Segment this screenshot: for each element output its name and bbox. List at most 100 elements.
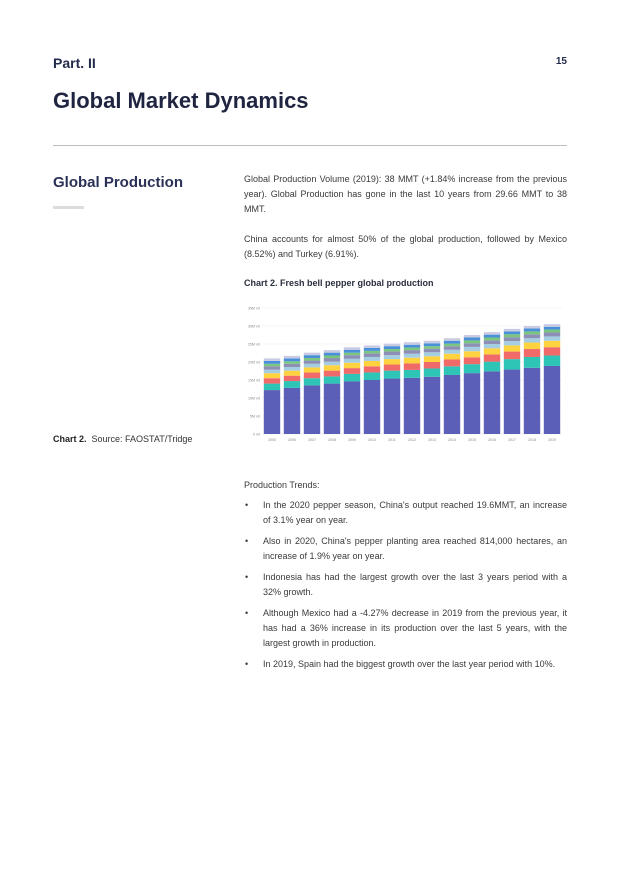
bar-segment [303,372,321,379]
bar-segment [543,326,561,330]
bar-segment [463,373,481,434]
bar-segment [423,348,441,353]
trends-list: In the 2020 pepper season, China's outpu… [244,498,567,678]
bar-segment [303,355,321,359]
bar-segment [503,369,521,434]
bar-segment [543,332,561,337]
bar-segment [543,329,561,333]
bar-segment [383,346,401,350]
paragraph-china-share: China accounts for almost 50% of the glo… [244,234,567,259]
bar-segment [383,355,401,360]
bar-segment [503,334,521,338]
bar-segment [483,344,501,349]
section-accent-bar [53,206,84,209]
x-tick-label: 2005 [268,438,276,442]
bar-segment [423,356,441,362]
bar-segment [483,340,501,344]
page-title: Global Market Dynamics [53,88,309,113]
bar-segment [523,326,541,329]
y-tick-label: 35M mt [248,306,260,310]
bar-segment [323,376,341,384]
bar-segment [403,369,421,378]
page-number: 15 [555,56,567,67]
bar-segment [343,349,361,353]
bar-segment [423,368,441,377]
bar-segment [303,352,321,356]
bar-segment [263,383,281,391]
bar-segment [423,352,441,357]
bar-segment [323,361,341,366]
bar-segment [403,350,421,354]
list-item: Indonesia has had the largest growth ove… [244,570,567,600]
bar-segment [323,370,341,377]
bar-segment [283,375,301,382]
bar-segment [343,347,361,350]
bar-segment [403,353,421,358]
x-tick-label: 2017 [508,438,516,442]
x-tick-label: 2010 [368,438,376,442]
bar-segment [443,374,461,434]
bar-segment [443,349,461,354]
bar-segment [483,332,501,335]
bar-segment [303,367,321,373]
caption-source: Source: FAOSTAT/Tridge [91,434,193,444]
bar-segment [443,346,461,350]
bar-segment [263,378,281,384]
y-tick-label: 5M mt [250,414,260,418]
x-tick-label: 2008 [328,438,336,442]
bar-segment [483,337,501,341]
bar-segment [303,378,321,386]
y-tick-label: 10M mt [248,396,260,400]
bar-segment [283,358,301,362]
y-tick-label: 15M mt [248,378,260,382]
bar-segment [263,390,281,434]
bar-segment [403,347,421,351]
part-label: Part. II [53,55,96,71]
bar-segment [523,331,541,335]
x-tick-label: 2015 [468,438,476,442]
bar-segment [343,373,361,382]
list-item: Although Mexico had a -4.27% decrease in… [244,606,567,651]
bar-segment [383,359,401,365]
bar-segment [523,338,541,343]
bar-segment [403,377,421,434]
x-tick-label: 2016 [488,438,496,442]
section-title: Global Production [53,174,183,191]
bar-segment [403,342,421,345]
bar-segment [343,352,361,356]
bar-segment [523,367,541,434]
bar-segment [323,355,341,359]
bar-segment [363,345,381,348]
bar-segment [543,355,561,366]
bar-segment [483,371,501,434]
bar-segment [463,364,481,374]
bar-segment [383,370,401,379]
x-tick-label: 2014 [448,438,456,442]
bar-segment [283,381,301,388]
bar-segment [263,366,281,370]
list-item: In the 2020 pepper season, China's outpu… [244,498,567,528]
bar-segment [503,345,521,352]
bar-segment [483,348,501,355]
bar-segment [343,355,361,359]
bar-segment [483,361,501,372]
bar-segment [283,367,301,371]
y-tick-label: 0 mt [253,432,260,436]
x-tick-label: 2013 [428,438,436,442]
bar-segment [423,343,441,347]
x-tick-label: 2012 [408,438,416,442]
bar-segment [363,372,381,380]
bar-segment [343,362,361,369]
bar-segment [383,351,401,356]
bar-segment [303,360,321,364]
bar-segment [503,328,521,332]
bar-segment [483,354,501,362]
bar-segment [463,335,481,338]
bar-segment [363,380,381,434]
list-item: In 2019, Spain had the biggest growth ov… [244,657,567,672]
bar-segment [503,337,521,342]
bar-segment [383,349,401,352]
bar-segment [543,324,561,327]
bar-segment [543,365,561,434]
y-tick-label: 30M mt [248,324,260,328]
